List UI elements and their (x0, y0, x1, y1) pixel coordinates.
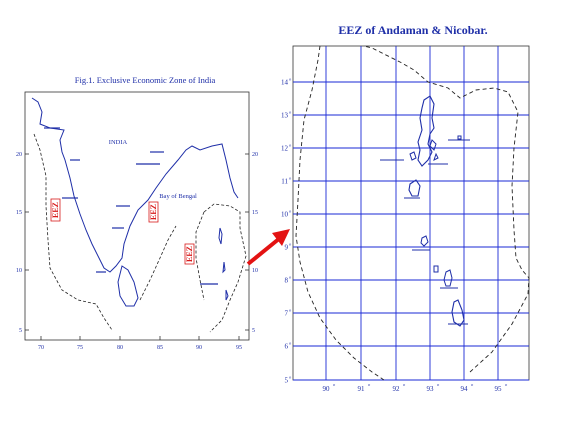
right-lon-tick-label: 90 (323, 385, 331, 393)
zoom-arrow (246, 229, 290, 266)
india-coastline (31, 97, 239, 273)
right-lat-tick-label: 6 (285, 343, 289, 351)
central-nicobar-islands (433, 265, 453, 287)
left-lon-tick-label: 75 (77, 345, 83, 351)
right-lon-tick-label: 93 (427, 385, 435, 393)
right-lat-tick-label: 10 (281, 211, 289, 219)
north-andaman-island (417, 95, 435, 167)
zoom-arrow-head (272, 229, 290, 246)
degree-symbol: o (403, 382, 406, 387)
india-map-title: Fig.1. Exclusive Economic Zone of India (75, 75, 216, 85)
left-lon-tick-label: 70 (38, 345, 44, 351)
left-lat-tick-label: 20 (16, 152, 22, 158)
eez-marker-text-east: EEZ (149, 204, 158, 220)
india-east-eez-boundary (139, 225, 177, 301)
degree-symbol: o (289, 176, 292, 181)
andaman-nicobar-eez-map: EEZ of Andaman & Nicobar. 90o91o92o93o94… (281, 23, 530, 393)
andaman-eez-west-boundary-small (195, 211, 205, 301)
left-lat-tick-label-right: 15 (252, 210, 258, 216)
degree-symbol: o (289, 143, 292, 148)
right-lat-tick-label: 12 (281, 145, 289, 153)
right-lon-tick-label: 91 (358, 385, 366, 393)
zoom-arrow-shaft (246, 236, 282, 266)
india-map-frame (24, 91, 250, 341)
left-longitude-ticks: 70 75 80 85 90 95 (38, 336, 242, 351)
coordinate-grid (293, 46, 529, 381)
barren-island (457, 135, 462, 140)
degree-symbol: o (289, 341, 292, 346)
degree-symbol: o (289, 242, 292, 247)
right-lat-tick-label: 9 (285, 244, 289, 252)
left-lat-tick-label-right: 5 (252, 328, 255, 334)
right-lat-tick-label: 14 (281, 79, 289, 87)
degree-symbol: o (368, 382, 371, 387)
great-nicobar-island (451, 299, 465, 327)
north-sentinel-island (409, 151, 417, 161)
left-lat-tick-label: 15 (16, 210, 22, 216)
degree-symbol: o (289, 275, 292, 280)
india-label: INDIA (109, 139, 128, 146)
india-eez-map: Fig.1. Exclusive Economic Zone of India … (16, 75, 258, 351)
left-latitude-ticks: 20 20 15 15 10 10 5 5 (16, 152, 258, 334)
eez-marker-east: EEZ (148, 201, 159, 223)
degree-symbol: o (289, 375, 292, 380)
island-label-marks (380, 139, 470, 325)
degree-symbol: o (289, 77, 292, 82)
right-lon-tick-label: 95 (495, 385, 503, 393)
degree-symbol: o (289, 110, 292, 115)
left-lat-tick-label-right: 10 (252, 268, 258, 274)
eez-marker-andaman: EEZ (184, 243, 195, 265)
left-lon-tick-label: 95 (236, 345, 242, 351)
left-lon-tick-label: 80 (117, 345, 123, 351)
right-lat-tick-label: 13 (281, 112, 289, 120)
eez-marker-text-west: EEZ (51, 202, 60, 218)
little-andaman-island (408, 179, 421, 197)
right-lon-tick-label: 92 (393, 385, 401, 393)
left-lon-tick-label: 90 (196, 345, 202, 351)
sri-lanka-island (117, 265, 139, 307)
left-lat-tick-label-right: 20 (252, 152, 258, 158)
degree-symbol: o (333, 382, 336, 387)
degree-symbol: o (505, 382, 508, 387)
bay-of-bengal-label: Bay of Bengal (159, 193, 197, 200)
degree-symbol: o (289, 308, 292, 313)
left-lat-tick-label: 10 (16, 268, 22, 274)
small-place-labels (44, 127, 218, 285)
right-latitude-ticks: 14 o13 o12 o11 o10 o9 o8 o7 o6 o5 o (281, 77, 292, 385)
eez-marker-west: EEZ (50, 198, 61, 222)
andaman-map-frame (292, 45, 530, 381)
ritchie-archipelago (429, 139, 439, 161)
india-west-eez-boundary (33, 133, 113, 331)
degree-symbol: o (289, 209, 292, 214)
andaman-islands-small (218, 227, 229, 301)
andaman-map-title: EEZ of Andaman & Nicobar. (338, 23, 487, 37)
right-lat-tick-label: 7 (285, 310, 289, 318)
andaman-eez-boundary-small (203, 203, 247, 333)
left-lon-tick-label: 85 (157, 345, 163, 351)
degree-symbol: o (471, 382, 474, 387)
degree-symbol: o (437, 382, 440, 387)
left-lat-tick-label: 5 (19, 328, 22, 334)
eez-marker-text-andaman: EEZ (185, 246, 194, 262)
right-lat-tick-label: 11 (281, 178, 288, 186)
right-lat-tick-label: 5 (285, 377, 289, 385)
andaman-eez-boundary (295, 45, 530, 381)
right-lon-tick-label: 94 (461, 385, 469, 393)
car-nicobar-island (420, 235, 429, 247)
right-lat-tick-label: 8 (285, 277, 289, 285)
